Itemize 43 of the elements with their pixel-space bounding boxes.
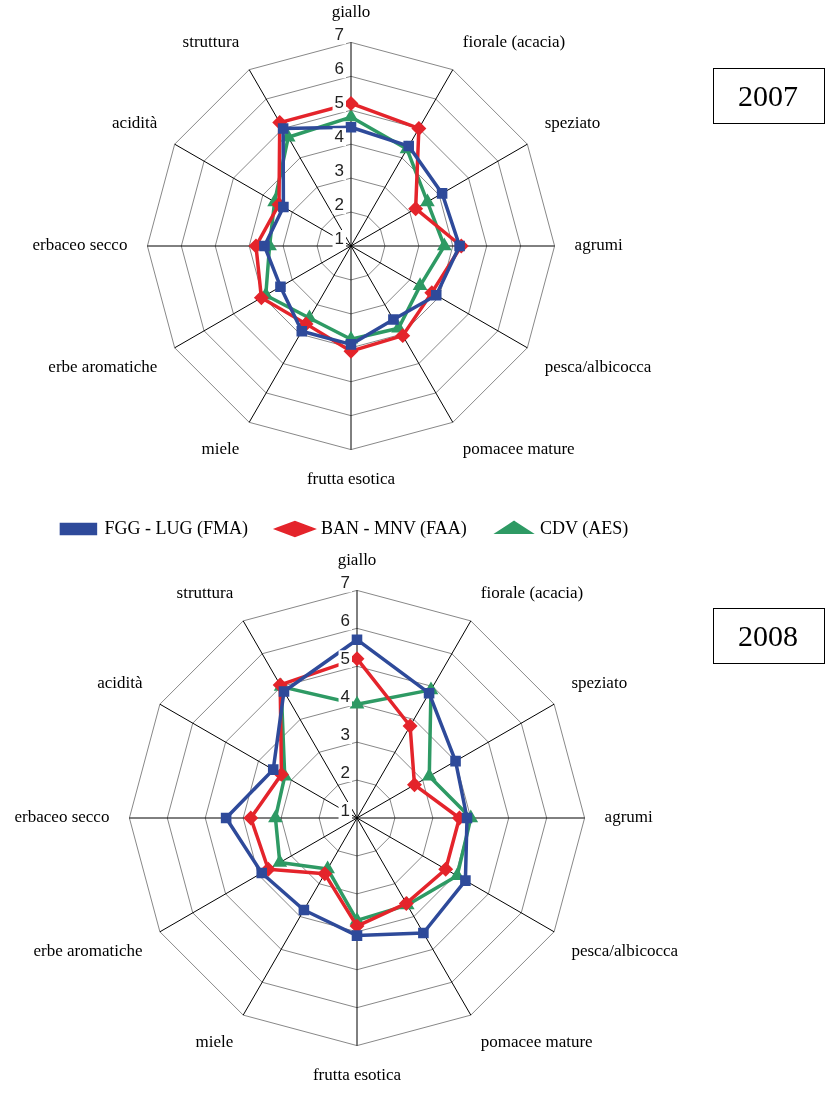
legend-label: CDV (AES) xyxy=(540,517,629,539)
spoke-label: struttura xyxy=(176,582,234,602)
spoke-label: pomacee mature xyxy=(462,439,575,459)
spoke-label: pomacee mature xyxy=(480,1032,593,1052)
y-tick-label: 7 xyxy=(334,25,344,45)
spoke-label: frutta esotica xyxy=(306,469,396,489)
y-tick-label: 1 xyxy=(340,800,350,820)
y-tick-label: 4 xyxy=(340,686,350,706)
y-tick-label: 2 xyxy=(340,762,350,782)
y-tick-label: 5 xyxy=(340,648,350,668)
y-tick-label: 1 xyxy=(334,228,344,248)
spoke-label: agrumi xyxy=(604,807,654,827)
text: 2007 xyxy=(713,68,825,124)
y-tick-label: 4 xyxy=(334,126,344,146)
spoke-label: fiorale (acacia) xyxy=(480,582,584,602)
spoke-label: giallo xyxy=(331,1,371,21)
spoke-label: agrumi xyxy=(574,235,624,255)
text: 2008 xyxy=(713,608,825,664)
legend-label: BAN - MNV (FAA) xyxy=(320,517,467,539)
y-tick-label: 7 xyxy=(340,573,350,593)
y-tick-label: 3 xyxy=(340,724,350,744)
spoke-label: pesca/albicocca xyxy=(544,357,652,377)
spoke-label: pesca/albicocca xyxy=(571,941,679,961)
spoke-label: struttura xyxy=(182,31,240,51)
spoke-label: miele xyxy=(201,439,240,459)
spoke-label: erbe aromatiche xyxy=(48,357,158,377)
legend-label: FGG - LUG (FMA) xyxy=(104,517,248,539)
y-tick-label: 3 xyxy=(334,160,344,180)
y-tick-label: 2 xyxy=(334,194,344,214)
spoke-label: speziato xyxy=(544,113,601,133)
spoke-label: acidità xyxy=(97,673,144,693)
spoke-label: erbe aromatiche xyxy=(33,941,143,961)
spoke-label: acidità xyxy=(112,113,158,133)
spoke-label: giallo xyxy=(337,549,377,569)
spoke-label: fiorale (acacia) xyxy=(462,31,566,51)
y-tick-label: 6 xyxy=(334,59,344,79)
y-tick-label: 6 xyxy=(340,611,350,631)
spoke-label: erbaceo secco xyxy=(14,807,110,827)
spoke-label: erbaceo secco xyxy=(32,235,128,255)
spoke-label: frutta esotica xyxy=(312,1065,402,1085)
spoke-label: speziato xyxy=(571,673,628,693)
y-tick-label: 5 xyxy=(334,92,344,112)
spoke-label: miele xyxy=(195,1032,234,1052)
